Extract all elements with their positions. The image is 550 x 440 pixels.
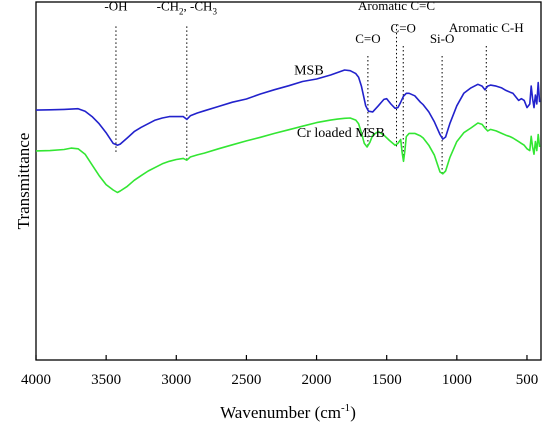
x-tick-label: 2500 — [231, 372, 261, 388]
annotation-label: Aromatic C-H — [449, 20, 524, 35]
x-axis-title-main: Wavenumber (cm — [220, 403, 341, 422]
x-tick-label: 3000 — [161, 372, 191, 388]
x-axis-title-close: ) — [350, 403, 356, 422]
x-tick-label: 500 — [516, 372, 539, 388]
x-tick-label: 2000 — [302, 372, 332, 388]
annotation-label: Aromatic C=C — [358, 0, 435, 13]
series-label: MSB — [294, 64, 324, 79]
x-tick-label: 4000 — [21, 372, 51, 388]
series-line-msb — [35, 69, 541, 146]
series-label: Cr loaded MSB — [297, 126, 385, 141]
x-axis-title-superscript: -1 — [341, 402, 350, 414]
annotation-label: -OH — [104, 0, 127, 14]
annotation-label: Si-O — [430, 31, 455, 46]
x-tick-label: 3500 — [91, 372, 121, 388]
plot-area — [35, 1, 542, 361]
annotation-label: C=O — [391, 20, 416, 35]
series-line-cr-loaded-msb — [35, 117, 541, 194]
annotation-label: -CH2, -CH3 — [157, 0, 218, 17]
x-axis-title: Wavenumber (cm-1) — [220, 402, 356, 422]
x-tick-label: 1500 — [372, 372, 402, 388]
x-tick-label: 1000 — [442, 372, 472, 388]
annotation-label: C=O — [355, 31, 380, 46]
y-axis-title: Transmittance — [14, 133, 33, 230]
